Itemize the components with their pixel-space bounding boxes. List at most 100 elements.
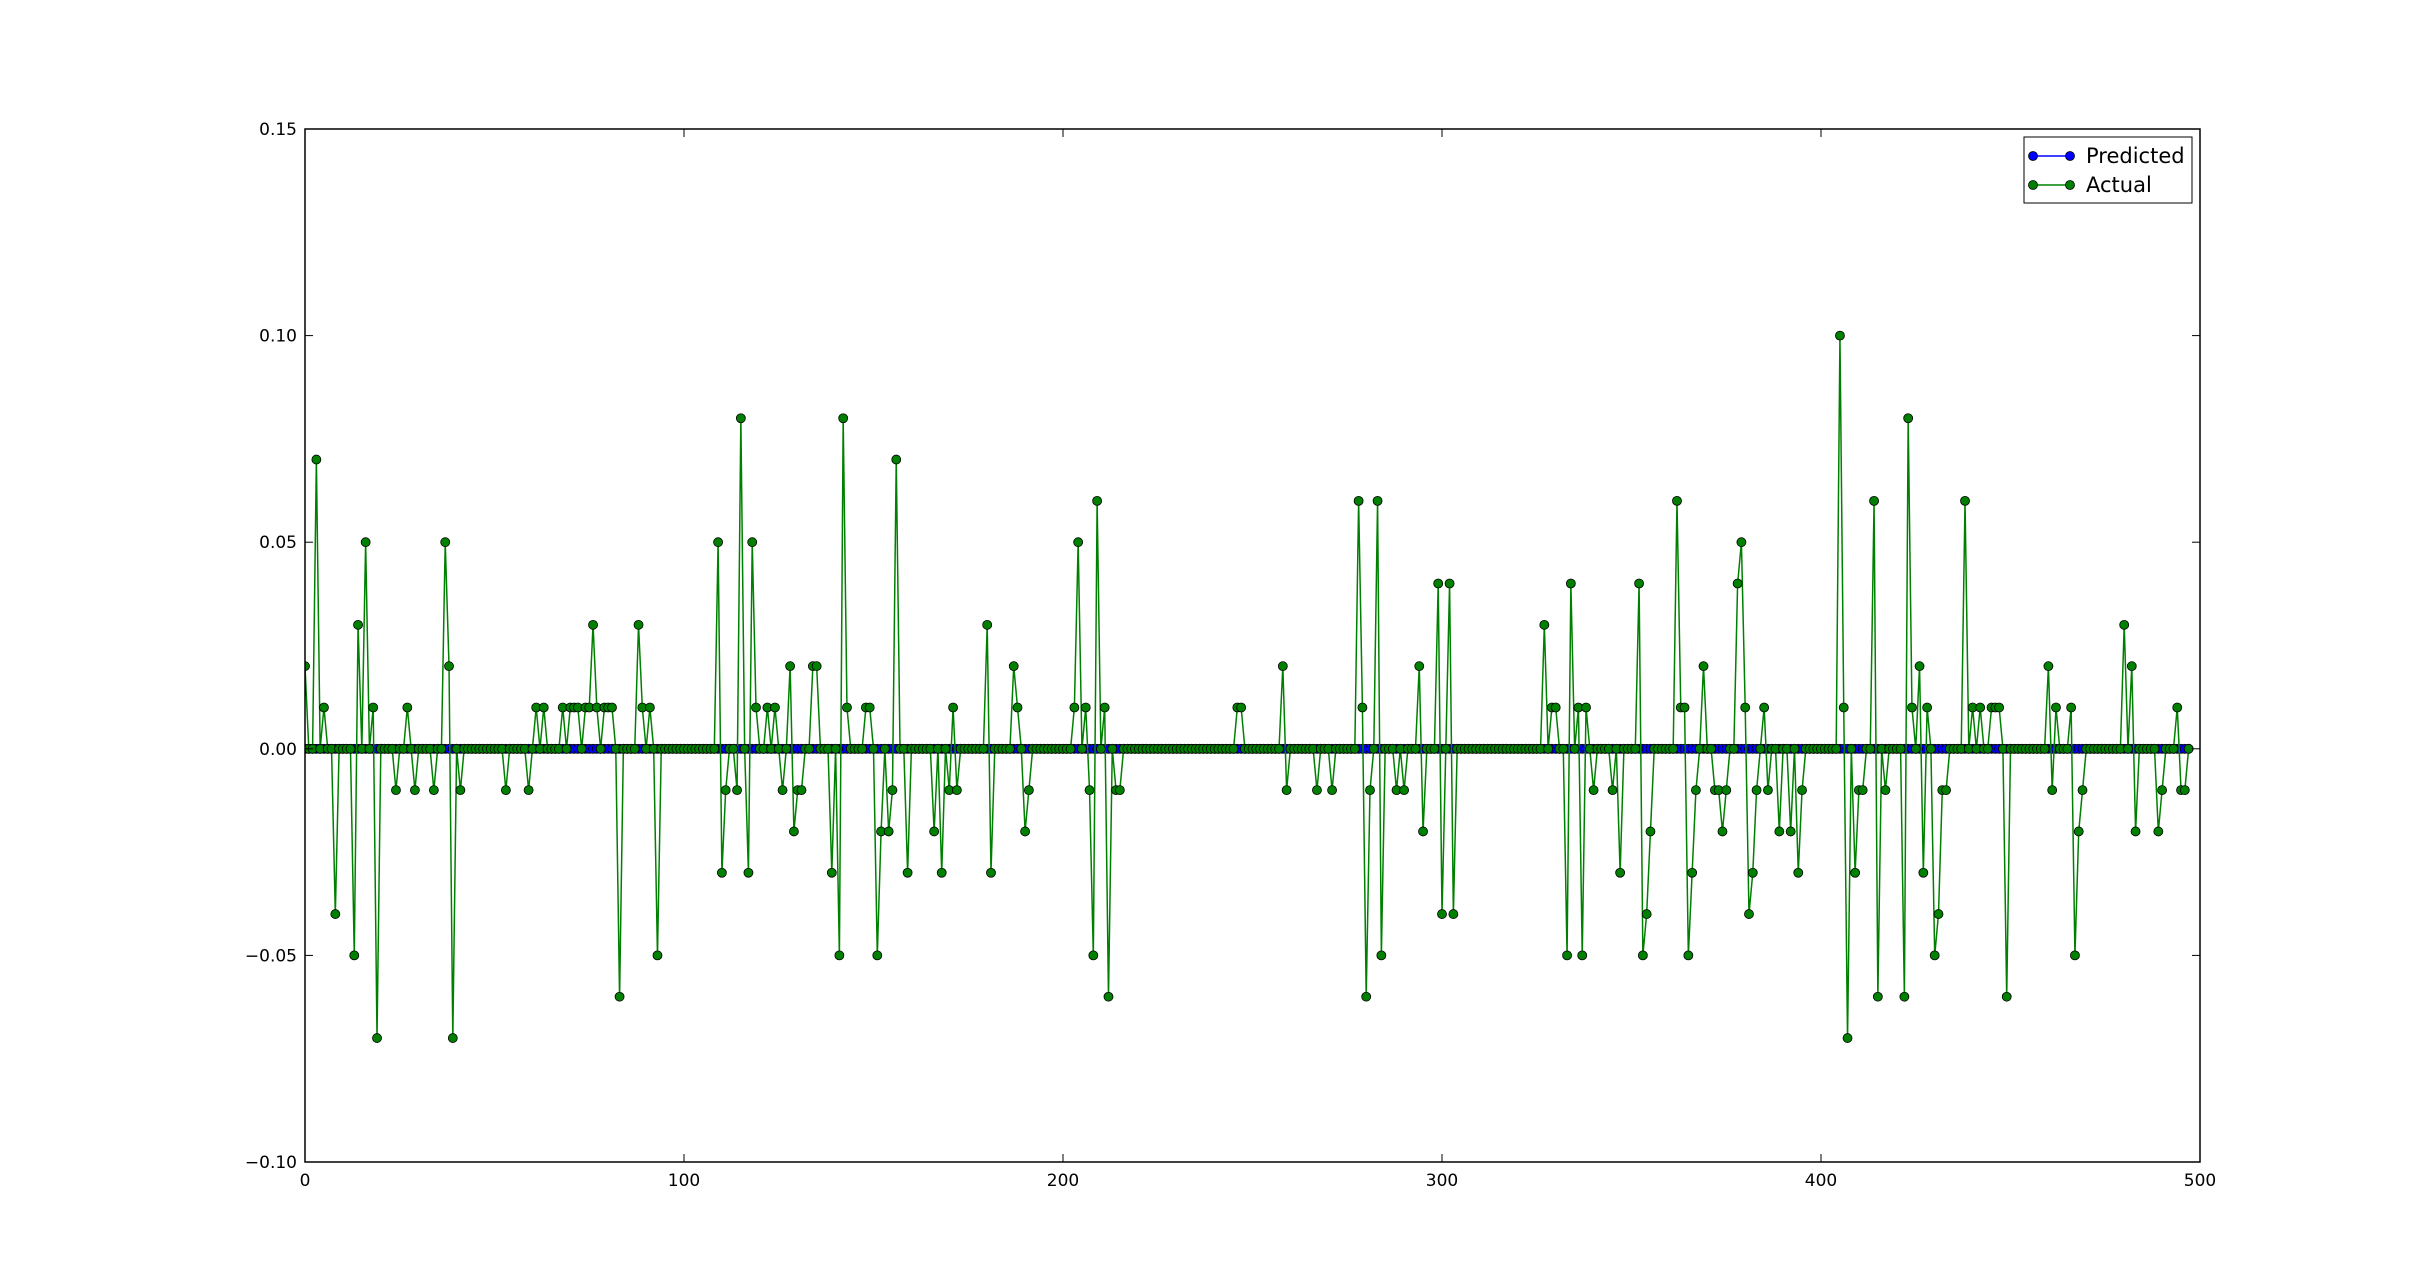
data-point (1365, 785, 1375, 796)
data-point (936, 867, 947, 878)
data-point (940, 743, 951, 754)
data-point (1698, 661, 1709, 672)
data-point (1899, 991, 1910, 1002)
data-point (1274, 743, 1284, 754)
data-point (1903, 413, 1914, 424)
data-point (1414, 661, 1425, 672)
data-point (353, 619, 363, 630)
data-point (1107, 743, 1118, 754)
data-point (811, 661, 822, 672)
legend-box (2023, 136, 2193, 204)
data-point (1437, 909, 1447, 919)
x-tick-label: 200 (1047, 1171, 1079, 1191)
data-point (1581, 702, 1591, 713)
legend-item-predicted: Predicted (2028, 144, 2185, 168)
data-point (1281, 785, 1292, 796)
data-point (739, 743, 750, 754)
data-point (2130, 826, 2141, 837)
data-point (2073, 826, 2084, 837)
data-point (561, 743, 572, 754)
data-point (1429, 743, 1440, 754)
series-line-actual (305, 335, 2190, 1039)
data-point (1012, 702, 1023, 713)
data-point (1558, 743, 1569, 754)
data-point (500, 785, 511, 796)
data-point (595, 743, 606, 754)
data-point (1448, 909, 1459, 919)
data-point (1588, 785, 1599, 796)
data-point (1869, 495, 1879, 506)
data-point (1975, 702, 1986, 713)
data-point (444, 661, 454, 672)
data-point (1850, 867, 1861, 878)
data-point (1751, 785, 1762, 796)
data-point (883, 826, 894, 837)
data-point (1740, 702, 1751, 713)
data-point (1080, 702, 1091, 713)
data-point (360, 537, 371, 548)
data-point (1607, 785, 1618, 796)
data-point (789, 826, 799, 837)
data-point (1016, 743, 1027, 754)
data-point (588, 619, 598, 630)
data-point (2077, 785, 2088, 796)
data-point (410, 785, 420, 796)
data-point (2149, 743, 2160, 754)
data-point (1721, 785, 1732, 796)
data-point (2179, 785, 2190, 796)
data-point (1433, 578, 1444, 589)
data-point (614, 991, 625, 1002)
data-point (1353, 495, 1364, 506)
axes-frame (304, 128, 2201, 1163)
data-point (1444, 578, 1455, 589)
data-point (1630, 743, 1641, 754)
data-point (391, 785, 401, 796)
data-point (1008, 661, 1019, 672)
y-tick-label: 0.05 (259, 533, 297, 553)
data-point (1114, 785, 1125, 796)
data-point (644, 702, 655, 713)
y-tick-label: 0.10 (259, 327, 297, 347)
data-point (982, 619, 993, 630)
data-point (1933, 909, 1944, 919)
y-tick-label: 0.15 (259, 120, 297, 140)
data-point (1763, 785, 1773, 796)
data-point (879, 743, 890, 754)
data-point (305, 661, 310, 672)
data-point (428, 785, 439, 796)
data-point (1926, 743, 1936, 754)
data-point (1835, 330, 1845, 341)
data-point (607, 702, 617, 713)
data-point (986, 867, 996, 878)
data-point (830, 743, 841, 754)
data-point (523, 785, 534, 796)
data-point (751, 702, 761, 713)
data-point (1687, 867, 1698, 878)
data-point (1539, 619, 1550, 630)
data-point (747, 537, 758, 548)
data-point (720, 785, 731, 796)
series-actual (305, 330, 2194, 1043)
data-point (1349, 743, 1360, 754)
x-tick-label: 0 (300, 1171, 311, 1191)
data-point (1096, 743, 1106, 754)
data-point (1645, 826, 1656, 837)
data-point (2157, 785, 2168, 796)
data-point (1228, 743, 1239, 754)
data-point (345, 743, 356, 754)
data-point (1922, 702, 1933, 713)
data-point (902, 867, 913, 878)
data-point (1679, 702, 1690, 713)
data-point (1361, 991, 1372, 1002)
data-point (364, 743, 375, 754)
data-point (1577, 950, 1588, 961)
data-point (1744, 909, 1754, 919)
data-point (1399, 785, 1409, 796)
legend-marker (2028, 151, 2038, 161)
data-point (834, 950, 845, 961)
data-point (1929, 950, 1940, 961)
data-point (1895, 743, 1906, 754)
plot-area (305, 330, 2194, 1043)
data-point (1084, 785, 1095, 796)
